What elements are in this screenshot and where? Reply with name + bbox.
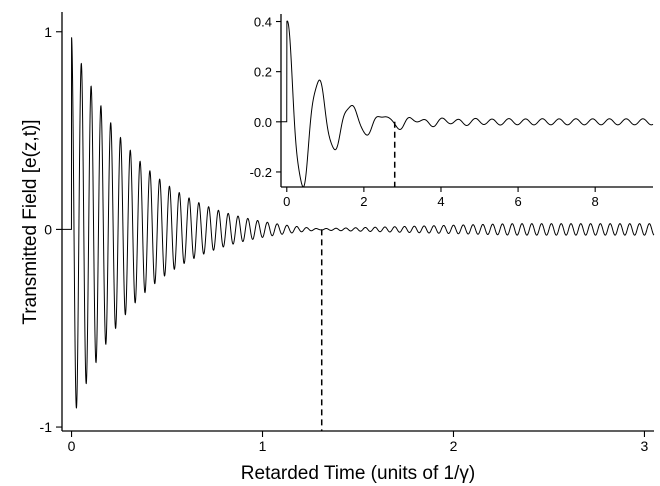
main-x-tick-label: 2	[450, 438, 458, 454]
main-y-tick-label: 0	[44, 221, 52, 237]
main-x-tick-label: 0	[68, 438, 76, 454]
inset-plot: 0 2 4 6 8 -0.2 0.0 0.2 0.4	[250, 14, 654, 209]
inset-x-tick-label: 0	[283, 194, 290, 209]
main-y-tick-label: 1	[44, 24, 52, 40]
inset-x-tick-label: 4	[437, 194, 444, 209]
main-plot: 0 1 2 3 -1 0 1 Retarded Time (units of 1/γ) Tr…	[20, 12, 655, 484]
inset-x-tick-label: 8	[592, 194, 599, 209]
main-x-tick-label: 1	[259, 438, 267, 454]
inset-series-line	[281, 20, 654, 188]
inset-y-tick-label: 0.2	[254, 65, 272, 80]
main-x-axis-title: Retarded Time (units of 1/γ)	[241, 463, 475, 484]
inset-y-tick-label: 0.4	[254, 15, 272, 30]
inset-x-tick-label: 2	[360, 194, 367, 209]
inset-y-tick-label: 0.0	[254, 115, 272, 130]
inset-ticks: 0 2 4 6 8 -0.2 0.0 0.2 0.4	[250, 15, 599, 209]
main-y-tick-label: -1	[40, 419, 53, 435]
inset-x-tick-label: 6	[514, 194, 521, 209]
main-x-tick-label: 3	[641, 438, 649, 454]
main-y-axis-title: Transmitted Field [e(z,t)]	[20, 119, 41, 324]
main-ticks: 0 1 2 3 -1 0 1	[40, 24, 649, 454]
inset-background	[281, 14, 653, 187]
main-series-line	[62, 37, 655, 409]
inset-y-tick-label: -0.2	[250, 165, 272, 180]
